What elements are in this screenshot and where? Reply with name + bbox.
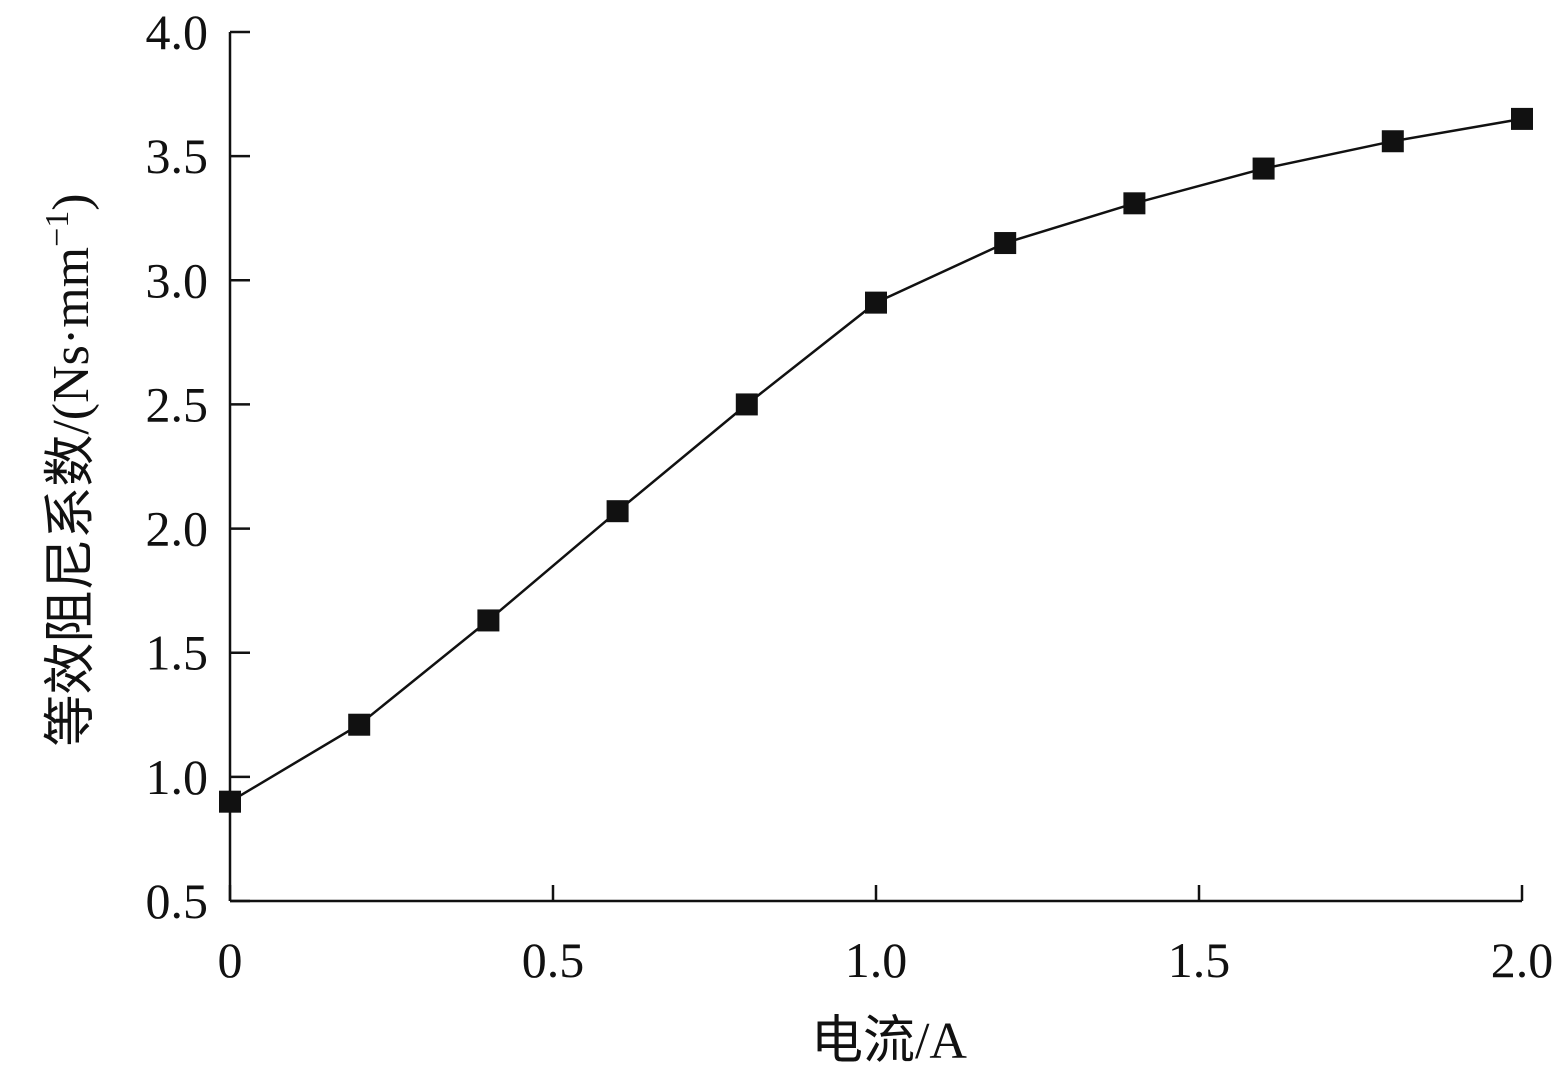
data-point-marker: [865, 291, 887, 314]
x-tick-label: 1.0: [845, 932, 908, 988]
y-axis-title-close: ): [43, 193, 100, 210]
ticks: 0.51.01.52.02.53.03.54.00 0.5 1.0 1.5 2.0: [146, 4, 1554, 988]
y-tick-label: 3.5: [146, 128, 209, 184]
x-tick-label: 2.0: [1491, 932, 1554, 988]
data-point-marker: [477, 609, 500, 632]
y-tick-label: 2.0: [146, 501, 209, 557]
x-axis-title: 电流/A: [811, 1013, 967, 1070]
data-point-marker: [1511, 107, 1533, 130]
data-point-marker: [1381, 130, 1404, 153]
data-point-marker: [219, 790, 241, 813]
data-point-marker: [994, 232, 1017, 255]
y-axis-title-superscript: −1: [39, 211, 76, 247]
y-tick-label: 2.5: [146, 376, 209, 432]
data-point-marker: [1252, 157, 1275, 180]
data-point-marker: [735, 393, 758, 416]
data-point-marker: [606, 500, 629, 523]
x-tick-label: 0.5: [522, 932, 585, 988]
y-tick-label: 0.5: [146, 873, 209, 929]
y-tick-label: 1.0: [146, 749, 209, 805]
series-group: [219, 107, 1533, 813]
data-point-marker: [348, 713, 371, 736]
x-tick-label: 1.5: [1168, 932, 1231, 988]
axes: [228, 32, 1522, 903]
y-tick-label: 1.5: [146, 625, 209, 681]
y-axis-title-main: 等效阻尼系数/(Ns·mm: [43, 247, 100, 747]
y-tick-label: 4.0: [146, 4, 209, 60]
series-line: [229, 117, 1523, 803]
y-tick-label: 3.0: [146, 252, 209, 308]
data-point-marker: [1123, 192, 1146, 215]
y-axis-title: 等效阻尼系数/(Ns·mm−1): [39, 193, 100, 746]
x-tick-label: 0: [218, 932, 243, 988]
